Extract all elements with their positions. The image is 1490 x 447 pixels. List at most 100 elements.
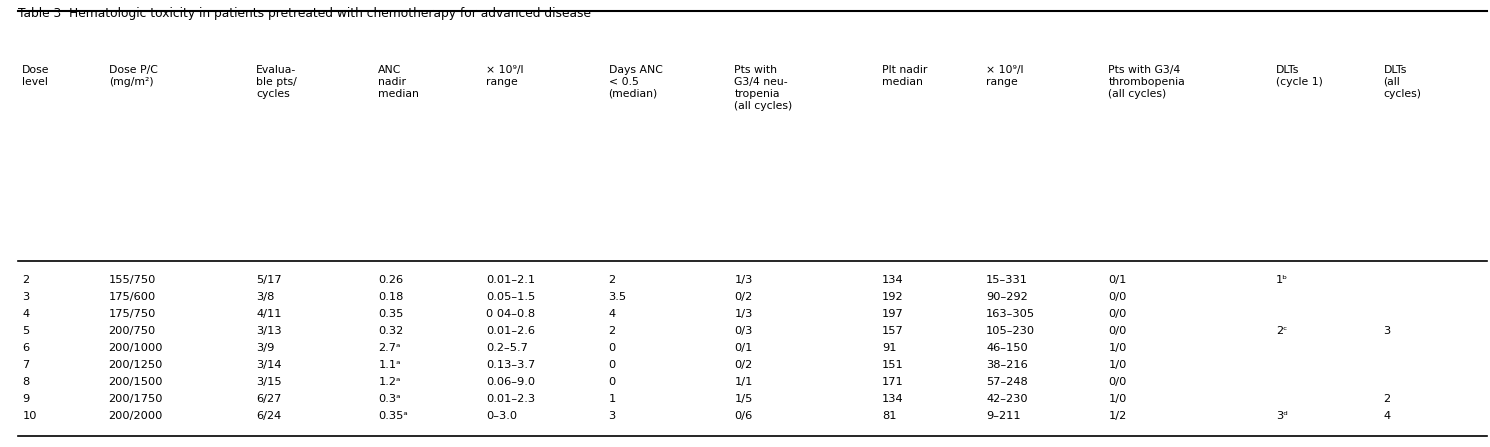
Text: 3/13: 3/13 bbox=[256, 326, 282, 336]
Text: 0.01–2.6: 0.01–2.6 bbox=[486, 326, 535, 336]
Text: 15–331: 15–331 bbox=[986, 275, 1028, 285]
Text: 91: 91 bbox=[882, 343, 897, 353]
Text: 2ᶜ: 2ᶜ bbox=[1275, 326, 1287, 336]
Text: 0.13–3.7: 0.13–3.7 bbox=[486, 360, 535, 370]
Text: 0.26: 0.26 bbox=[378, 275, 404, 285]
Text: 2: 2 bbox=[1384, 394, 1390, 404]
Text: 3ᵈ: 3ᵈ bbox=[1275, 411, 1287, 421]
Text: 38–216: 38–216 bbox=[986, 360, 1028, 370]
Text: 0/0: 0/0 bbox=[1109, 377, 1126, 387]
Text: 1/3: 1/3 bbox=[735, 275, 752, 285]
Text: 0: 0 bbox=[608, 377, 615, 387]
Text: Table 3  Hematologic toxicity in patients pretreated with chemotherapy for advan: Table 3 Hematologic toxicity in patients… bbox=[18, 7, 592, 20]
Text: Pts with
G3/4 neu-
tropenia
(all cycles): Pts with G3/4 neu- tropenia (all cycles) bbox=[735, 65, 793, 111]
Text: 4/11: 4/11 bbox=[256, 309, 282, 319]
Text: 3/15: 3/15 bbox=[256, 377, 282, 387]
Text: 5/17: 5/17 bbox=[256, 275, 282, 285]
Text: 0.01–2.3: 0.01–2.3 bbox=[486, 394, 535, 404]
Text: 6/24: 6/24 bbox=[256, 411, 282, 421]
Text: 200/1750: 200/1750 bbox=[109, 394, 164, 404]
Text: 192: 192 bbox=[882, 292, 903, 302]
Text: 0.05–1.5: 0.05–1.5 bbox=[486, 292, 535, 302]
Text: 1/0: 1/0 bbox=[1109, 360, 1126, 370]
Text: 200/2000: 200/2000 bbox=[109, 411, 162, 421]
Text: 200/1500: 200/1500 bbox=[109, 377, 164, 387]
Text: 155/750: 155/750 bbox=[109, 275, 156, 285]
Text: 0.2–5.7: 0.2–5.7 bbox=[486, 343, 527, 353]
Text: 1/5: 1/5 bbox=[735, 394, 752, 404]
Text: 0 04–0.8: 0 04–0.8 bbox=[486, 309, 535, 319]
Text: 200/750: 200/750 bbox=[109, 326, 156, 336]
Text: 3/14: 3/14 bbox=[256, 360, 282, 370]
Text: DLTs
(all
cycles): DLTs (all cycles) bbox=[1384, 65, 1421, 99]
Text: 197: 197 bbox=[882, 309, 903, 319]
Text: 1/0: 1/0 bbox=[1109, 394, 1126, 404]
Text: 134: 134 bbox=[882, 275, 903, 285]
Text: 4: 4 bbox=[608, 309, 615, 319]
Text: × 10⁹/l
range: × 10⁹/l range bbox=[486, 65, 524, 87]
Text: 0/3: 0/3 bbox=[735, 326, 752, 336]
Text: 0/0: 0/0 bbox=[1109, 292, 1126, 302]
Text: DLTs
(cycle 1): DLTs (cycle 1) bbox=[1275, 65, 1323, 87]
Text: 1.1ᵃ: 1.1ᵃ bbox=[378, 360, 401, 370]
Text: 0/0: 0/0 bbox=[1109, 326, 1126, 336]
Text: 0/2: 0/2 bbox=[735, 360, 752, 370]
Text: 175/600: 175/600 bbox=[109, 292, 156, 302]
Text: 175/750: 175/750 bbox=[109, 309, 156, 319]
Text: 7: 7 bbox=[22, 360, 30, 370]
Text: 0: 0 bbox=[608, 343, 615, 353]
Text: 2.7ᵃ: 2.7ᵃ bbox=[378, 343, 401, 353]
Text: 1/1: 1/1 bbox=[735, 377, 752, 387]
Text: 1: 1 bbox=[608, 394, 615, 404]
Text: 105–230: 105–230 bbox=[986, 326, 1036, 336]
Text: 5: 5 bbox=[22, 326, 30, 336]
Text: 3: 3 bbox=[608, 411, 615, 421]
Text: Pts with G3/4
thrombopenia
(all cycles): Pts with G3/4 thrombopenia (all cycles) bbox=[1109, 65, 1185, 99]
Text: 81: 81 bbox=[882, 411, 897, 421]
Text: 200/1250: 200/1250 bbox=[109, 360, 162, 370]
Text: 90–292: 90–292 bbox=[986, 292, 1028, 302]
Text: × 10⁹/l
range: × 10⁹/l range bbox=[986, 65, 1024, 87]
Text: 10: 10 bbox=[22, 411, 37, 421]
Text: 0/0: 0/0 bbox=[1109, 309, 1126, 319]
Text: 46–150: 46–150 bbox=[986, 343, 1028, 353]
Text: 163–305: 163–305 bbox=[986, 309, 1036, 319]
Text: 0–3.0: 0–3.0 bbox=[486, 411, 517, 421]
Text: 2: 2 bbox=[22, 275, 30, 285]
Text: 0.3ᵃ: 0.3ᵃ bbox=[378, 394, 401, 404]
Text: 4: 4 bbox=[1384, 411, 1390, 421]
Text: 42–230: 42–230 bbox=[986, 394, 1028, 404]
Text: 0.01–2.1: 0.01–2.1 bbox=[486, 275, 535, 285]
Text: 8: 8 bbox=[22, 377, 30, 387]
Text: 2: 2 bbox=[608, 326, 615, 336]
Text: 0.35ᵃ: 0.35ᵃ bbox=[378, 411, 408, 421]
Text: 0.06–9.0: 0.06–9.0 bbox=[486, 377, 535, 387]
Text: 0.32: 0.32 bbox=[378, 326, 404, 336]
Text: Plt nadir
median: Plt nadir median bbox=[882, 65, 927, 87]
Text: Evalua-
ble pts/
cycles: Evalua- ble pts/ cycles bbox=[256, 65, 297, 99]
Text: 9: 9 bbox=[22, 394, 30, 404]
Text: 0: 0 bbox=[608, 360, 615, 370]
Text: 0/6: 0/6 bbox=[735, 411, 752, 421]
Text: 0/1: 0/1 bbox=[735, 343, 752, 353]
Text: 1ᵇ: 1ᵇ bbox=[1275, 275, 1287, 285]
Text: 0.35: 0.35 bbox=[378, 309, 404, 319]
Text: 3/9: 3/9 bbox=[256, 343, 274, 353]
Text: 3.5: 3.5 bbox=[608, 292, 627, 302]
Text: Dose
level: Dose level bbox=[22, 65, 49, 87]
Text: 134: 134 bbox=[882, 394, 903, 404]
Text: 57–248: 57–248 bbox=[986, 377, 1028, 387]
Text: 0.18: 0.18 bbox=[378, 292, 404, 302]
Text: 0/2: 0/2 bbox=[735, 292, 752, 302]
Text: 3: 3 bbox=[1384, 326, 1390, 336]
Text: Days ANC
< 0.5
(median): Days ANC < 0.5 (median) bbox=[608, 65, 663, 99]
Text: 171: 171 bbox=[882, 377, 903, 387]
Text: 1/3: 1/3 bbox=[735, 309, 752, 319]
Text: 151: 151 bbox=[882, 360, 903, 370]
Text: 1/0: 1/0 bbox=[1109, 343, 1126, 353]
Text: 6: 6 bbox=[22, 343, 30, 353]
Text: 157: 157 bbox=[882, 326, 903, 336]
Text: 4: 4 bbox=[22, 309, 30, 319]
Text: 1.2ᵃ: 1.2ᵃ bbox=[378, 377, 401, 387]
Text: 1/2: 1/2 bbox=[1109, 411, 1126, 421]
